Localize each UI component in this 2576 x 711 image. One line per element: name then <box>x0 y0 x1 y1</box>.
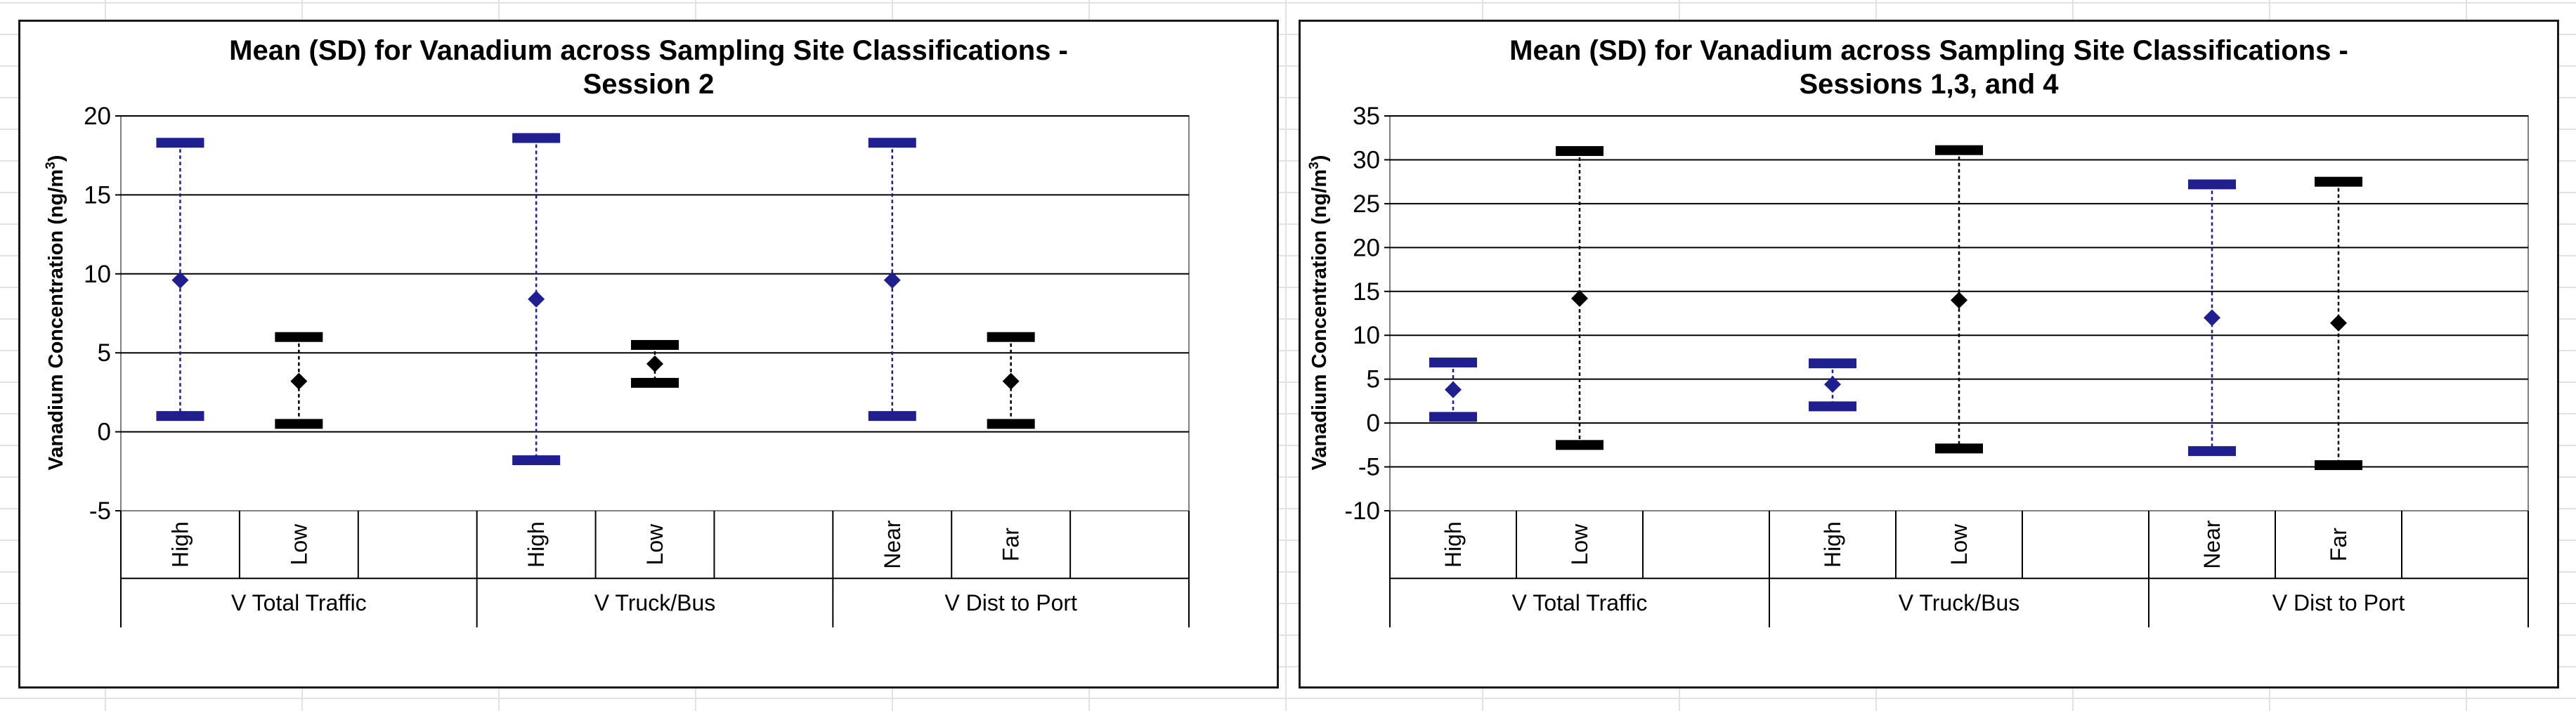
error-bar-cap-upper <box>156 138 204 148</box>
mean-marker <box>290 372 308 390</box>
category-label: Far <box>2326 528 2351 561</box>
error-bar-cap-upper <box>987 332 1035 342</box>
category-label: Low <box>286 523 311 566</box>
category-label: High <box>167 521 193 568</box>
mean-marker <box>646 355 663 372</box>
plot-area-border <box>120 115 1190 511</box>
error-bar-cap-lower <box>868 411 916 422</box>
group-label: V Total Traffic <box>1512 590 1648 615</box>
error-bar-cap-lower <box>512 455 561 466</box>
y-axis-label-close: ) <box>1308 155 1331 162</box>
error-bar-cap-lower <box>631 377 679 388</box>
mean-marker <box>2204 309 2220 327</box>
category-label: Low <box>642 523 668 566</box>
mean-marker <box>528 290 545 308</box>
y-tick-label: 20 <box>1353 234 1380 261</box>
mean-marker <box>1445 381 1462 398</box>
chart-sessions-1-3-4[interactable]: Mean (SD) for Vanadium across Sampling S… <box>1299 20 2559 689</box>
mean-marker <box>883 271 901 289</box>
y-tick-label: 25 <box>1353 190 1380 218</box>
y-tick-label: -10 <box>1344 497 1380 525</box>
y-tick-label: 0 <box>98 419 111 446</box>
y-tick-label: 5 <box>98 339 111 367</box>
y-axis-label-close: ) <box>45 155 67 162</box>
y-axis-label: Vanadium Concentration (ng/m3) <box>1307 155 1331 471</box>
group-label: V Truck/Bus <box>1899 590 2020 615</box>
error-bar-cap-upper <box>2188 179 2236 190</box>
error-bar-cap-upper <box>1935 145 1983 155</box>
chart-title-line-2: Session 2 <box>583 69 715 100</box>
category-label: Far <box>998 528 1024 561</box>
y-axis-label-main: Vanadium Concentration (ng/m <box>45 169 67 471</box>
y-tick-label: -5 <box>89 497 111 525</box>
group-label: V Dist to Port <box>2272 590 2405 615</box>
y-tick-label: 20 <box>84 103 111 130</box>
error-bar-cap-lower <box>275 419 323 429</box>
error-bar-cap-upper <box>1556 145 1604 156</box>
error-bar-cap-upper <box>1809 358 1856 369</box>
error-bar-cap-upper <box>2315 176 2362 187</box>
y-tick-label: 0 <box>1367 410 1380 437</box>
error-bar-cap-lower <box>1935 443 1983 454</box>
error-bar-cap-upper <box>868 138 916 148</box>
mean-marker <box>1002 372 1020 390</box>
error-bar-cap-lower <box>2315 460 2362 471</box>
error-bar-cap-lower <box>1556 440 1604 450</box>
y-axis-label: Vanadium Concentration (ng/m3) <box>44 155 67 471</box>
plot-area: -5 0 5 10 15 20 High Low High Low Near Far V Total T… <box>84 103 1190 627</box>
error-bar-cap-lower <box>1809 401 1856 412</box>
error-bar-cap-lower <box>1429 412 1477 422</box>
error-bar-cap-lower <box>156 411 204 422</box>
category-label: Near <box>2199 520 2225 569</box>
category-label: High <box>523 521 549 568</box>
chart-title-line-2: Sessions 1,3, and 4 <box>1799 69 2059 100</box>
y-tick-label: 10 <box>84 261 111 288</box>
category-label: High <box>1820 521 1845 568</box>
group-label: V Total Traffic <box>231 590 367 615</box>
mean-marker <box>1824 376 1841 393</box>
chart-session-2[interactable]: Mean (SD) for Vanadium across Sampling S… <box>18 20 1279 689</box>
y-axis-label-main: Vanadium Concentration (ng/m <box>1308 169 1331 471</box>
error-bar-cap-upper <box>631 339 679 350</box>
y-tick-label: 10 <box>1353 322 1380 349</box>
mean-marker <box>1571 289 1588 307</box>
y-axis-label-superscript: 3 <box>44 162 58 169</box>
error-bar-cap-lower <box>2188 446 2236 457</box>
y-tick-label: 5 <box>1367 366 1380 393</box>
chart-title-line-1: Mean (SD) for Vanadium across Sampling S… <box>229 35 1068 66</box>
group-label: V Truck/Bus <box>594 590 716 615</box>
mean-marker <box>2330 314 2347 332</box>
group-label: V Dist to Port <box>944 590 1077 615</box>
y-tick-label: 15 <box>84 181 111 209</box>
error-bar-cap-upper <box>1429 357 1477 367</box>
error-bar-cap-upper <box>512 133 561 143</box>
y-tick-label: 15 <box>1353 278 1380 306</box>
y-axis-label-superscript: 3 <box>1307 162 1322 169</box>
chart-title-line-1: Mean (SD) for Vanadium across Sampling S… <box>1509 35 2348 66</box>
error-bar-cap-upper <box>275 332 323 342</box>
category-label: Low <box>1567 523 1592 566</box>
mean-marker <box>171 271 189 289</box>
category-label: Near <box>880 520 905 569</box>
y-tick-label: -5 <box>1358 454 1380 481</box>
plot-area: -10 -5 0 5 10 15 20 25 30 35 High Low High Low Near Far… <box>1344 103 2529 627</box>
error-bar-cap-lower <box>987 419 1035 429</box>
category-label: High <box>1440 521 1466 568</box>
y-tick-label: 35 <box>1353 103 1380 130</box>
mean-marker <box>1951 292 1967 309</box>
y-tick-label: 30 <box>1353 146 1380 174</box>
category-label: Low <box>1946 523 1972 566</box>
